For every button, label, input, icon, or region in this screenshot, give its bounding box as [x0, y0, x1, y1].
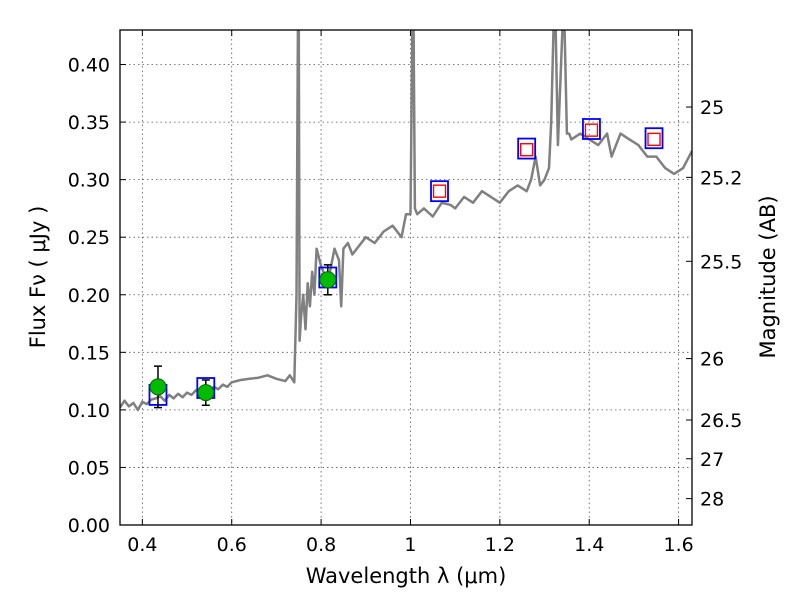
x-tick-label: 1 [404, 534, 416, 556]
x-tick-label: 0.8 [306, 534, 336, 556]
y-tick-label: 0.35 [68, 112, 110, 134]
spectrum-layer [120, 30, 692, 412]
model-flux-square [432, 184, 447, 198]
plot-frame [119, 29, 693, 526]
detection-point [319, 271, 337, 289]
mag-tick-label: 26 [700, 349, 724, 371]
y-axis-label: Flux Fν ( μJy ) [26, 206, 50, 349]
x-tick-label: 1.6 [663, 534, 693, 556]
y-tick-label: 0.40 [68, 55, 110, 77]
mag-tick-label: 27 [700, 449, 724, 471]
model-flux-square [584, 123, 599, 137]
detection-point [197, 384, 215, 402]
x-axis-label: Wavelength λ (μm) [306, 564, 507, 588]
mag-tick-label: 28 [700, 489, 724, 511]
y-tick-label: 0.10 [68, 400, 110, 422]
photometry-square [582, 118, 601, 140]
mag-tick-label: 25.2 [700, 167, 742, 189]
y-tick-label: 0.25 [68, 227, 110, 249]
detection-point [149, 378, 167, 396]
x-tick-label: 0.4 [127, 534, 157, 556]
model-flux-square [519, 143, 534, 157]
model-flux-square [647, 132, 661, 147]
magnitude-axis-label: Magnitude (AB) [756, 195, 780, 358]
grid-lines [120, 30, 692, 526]
x-tick-label: 1.2 [485, 534, 515, 556]
y-tick-label: 0.30 [68, 170, 110, 192]
photometry-square [644, 127, 664, 150]
marker-layer [148, 118, 664, 409]
y-tick-label: 0.05 [68, 457, 110, 479]
photometry-square [517, 137, 537, 160]
y-tick-label: 0.00 [68, 515, 110, 537]
x-tick-label: 1.4 [574, 534, 604, 556]
spectrum-line [120, 30, 692, 412]
y-tick-label: 0.15 [68, 342, 110, 364]
tick-layer: 0.4 0.6 0.8 1 1.2 1.4 1.6 0.00 0.05 0.10 0.15 0.20 0… [68, 30, 742, 556]
mag-tick-label: 26.5 [700, 410, 742, 432]
x-tick-label: 0.6 [217, 534, 247, 556]
mag-tick-label: 25.5 [700, 251, 742, 273]
mag-tick-label: 25 [700, 97, 724, 119]
photometry-square [430, 180, 449, 203]
y-tick-label: 0.20 [68, 285, 110, 307]
